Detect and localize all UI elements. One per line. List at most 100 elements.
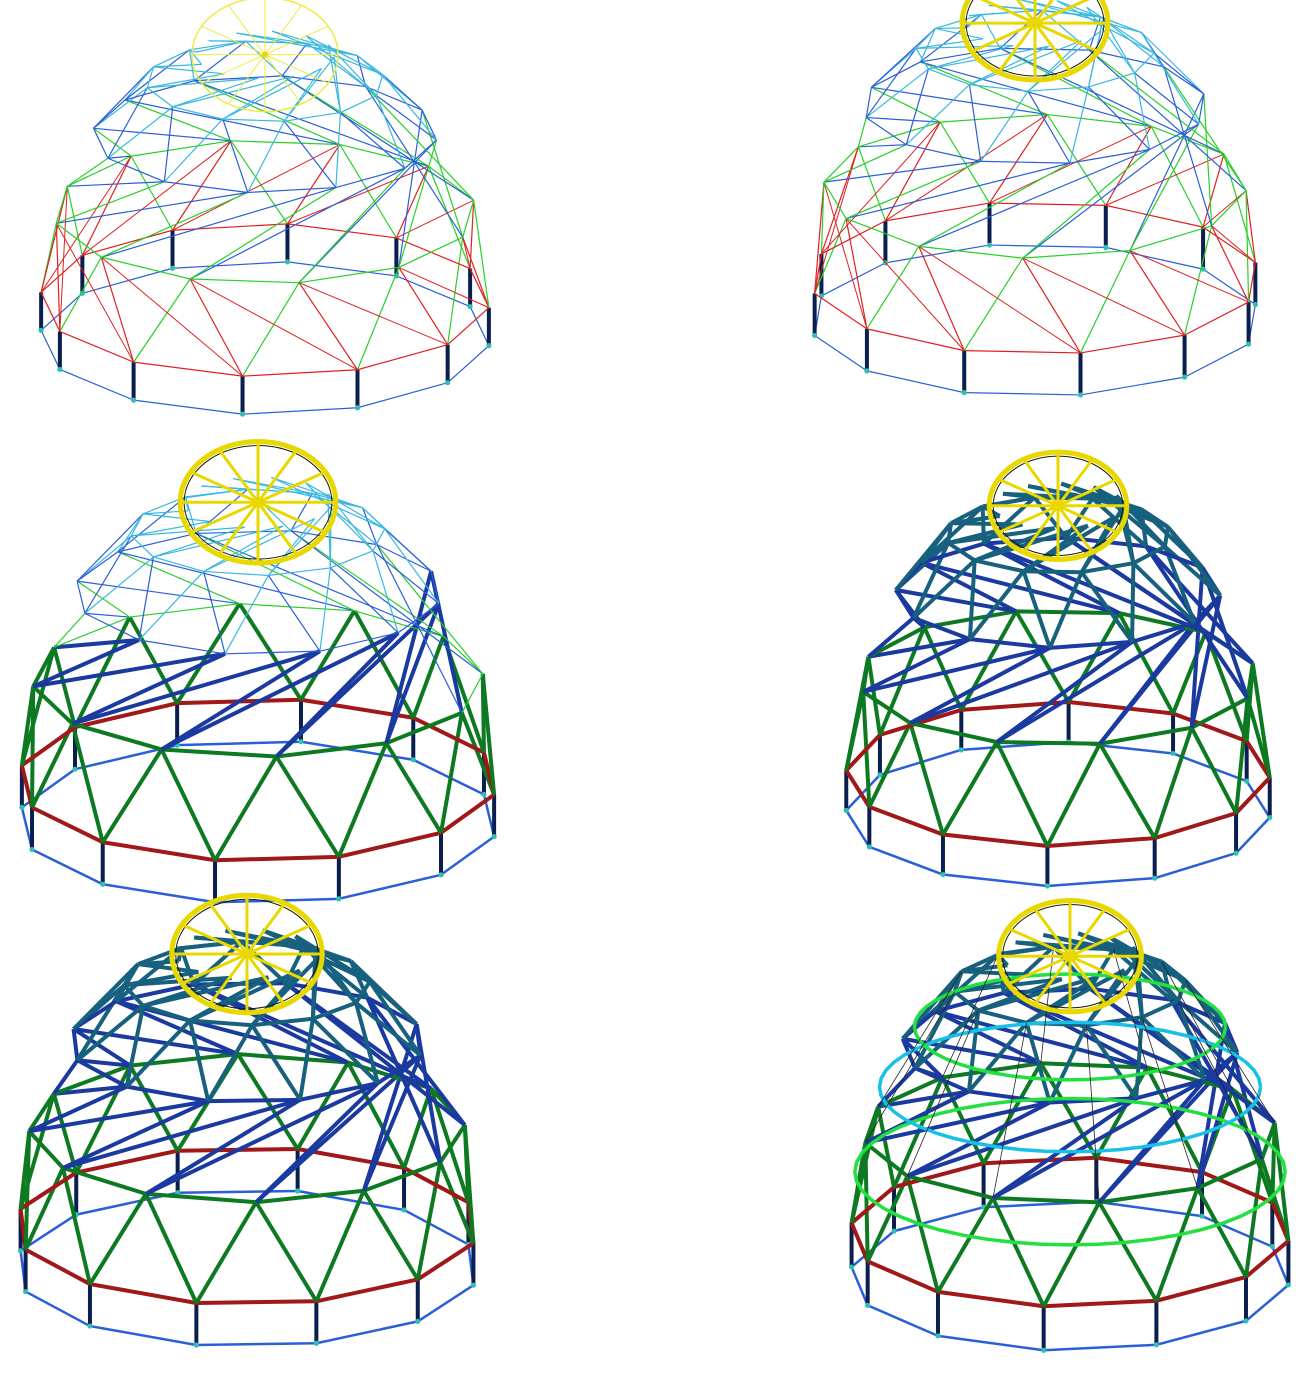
support-node: [1077, 392, 1084, 398]
diagonal-member: [991, 1096, 1138, 1200]
ring-member: [865, 117, 907, 146]
ring-member: [129, 603, 240, 618]
diagonal-member: [93, 127, 132, 157]
support-node: [193, 1342, 199, 1348]
diagonal-member: [1088, 86, 1151, 150]
diagonal-member: [1117, 612, 1175, 715]
ring-member: [1149, 123, 1199, 151]
support-node: [864, 368, 870, 374]
ring-member: [980, 160, 1070, 164]
diagonal-member: [447, 237, 464, 345]
support-node: [935, 1333, 941, 1339]
diagonal-member: [865, 68, 929, 119]
diagonal-member: [995, 741, 1050, 847]
ring-member: [940, 113, 1048, 123]
top-spoke: [181, 923, 248, 956]
diagonal-member: [290, 492, 313, 532]
diagonal-member: [76, 580, 130, 618]
diagonal-member: [857, 146, 886, 222]
diagonal-member: [473, 200, 490, 308]
ring-member: [385, 711, 463, 746]
ring-member: [942, 1061, 1042, 1080]
diagonal-member: [1002, 991, 1148, 1070]
diagonal-member: [920, 505, 984, 565]
ring-member: [82, 229, 173, 256]
diagonal-member: [862, 637, 971, 694]
ring-member: [315, 1277, 419, 1304]
diagonal-member: [93, 66, 154, 129]
diagonal-member: [928, 45, 1050, 70]
diagonal-member: [82, 140, 232, 256]
diagonal-member: [384, 528, 432, 572]
ring-member: [1247, 262, 1256, 303]
diagonal-member: [933, 953, 1000, 1013]
ring-member: [196, 530, 291, 535]
ring-member: [285, 981, 368, 1000]
diagonal-member: [858, 144, 907, 148]
support-node: [491, 834, 497, 840]
ring-member: [1163, 66, 1205, 95]
base-tie-beam: [1043, 1343, 1157, 1352]
base-tie-beam: [885, 244, 990, 264]
ring-member: [443, 636, 484, 675]
diagonal-member: [283, 56, 335, 122]
ring-member: [31, 684, 74, 726]
top-spoke: [264, 54, 329, 84]
diagonal-member: [305, 482, 374, 552]
ring-member: [76, 580, 86, 614]
diagonal-member: [144, 1193, 199, 1304]
apex-node: [244, 950, 250, 957]
diagonal-member: [905, 68, 930, 145]
diagonal-member: [1202, 153, 1225, 228]
base-tie-beam: [821, 262, 886, 297]
diagonal-member: [175, 602, 242, 705]
base-tie-beam: [242, 407, 358, 415]
ring-member: [885, 202, 990, 222]
ring-member: [1135, 1078, 1206, 1101]
diagonal-member: [138, 571, 205, 641]
diagonal-member: [163, 118, 224, 183]
diagonal-member: [53, 612, 86, 648]
diagonal-member: [1163, 545, 1197, 624]
ring-member: [1040, 1061, 1148, 1070]
diagonal-member: [32, 651, 226, 689]
ring-member: [1172, 711, 1248, 743]
diagonal-member: [194, 1201, 258, 1304]
diagonal-member: [969, 40, 1082, 86]
diagonal-member: [877, 1089, 970, 1109]
diagonal-member: [920, 61, 1048, 116]
thin-member: [1185, 980, 1275, 1124]
diagonal-member: [71, 649, 321, 726]
top-spoke: [264, 5, 302, 55]
diagonal-member: [384, 570, 434, 744]
top-spoke: [971, 21, 1036, 53]
ring-member: [67, 155, 132, 187]
diagonal-member: [814, 182, 825, 294]
diagonal-member: [213, 755, 279, 862]
base-tie-beam: [1156, 1319, 1247, 1346]
diagonal-member: [72, 1027, 132, 1068]
diagonal-member: [130, 155, 174, 231]
base-tie-beam: [1201, 1215, 1273, 1248]
top-spoke: [217, 501, 260, 556]
diagonal-member: [871, 86, 1048, 116]
support-node: [1267, 815, 1273, 821]
top-spoke: [264, 25, 329, 56]
ring-member: [27, 1092, 56, 1133]
ring-member: [189, 1018, 253, 1028]
support-node: [1153, 1342, 1160, 1348]
ring-member: [20, 725, 77, 768]
top-spoke: [1056, 504, 1094, 554]
ring-member: [338, 830, 442, 859]
support-node: [295, 1188, 301, 1194]
diagonal-member: [137, 962, 199, 974]
base-tie-beam: [814, 334, 868, 372]
ring-member: [863, 1105, 881, 1144]
ring-member: [865, 87, 872, 118]
support-node: [1252, 301, 1258, 308]
top-spoke: [1022, 458, 1060, 507]
diagonal-member: [398, 139, 438, 268]
diagonal-member: [1027, 40, 1082, 92]
ring-member: [1211, 190, 1247, 227]
diagonal-member: [335, 112, 342, 188]
